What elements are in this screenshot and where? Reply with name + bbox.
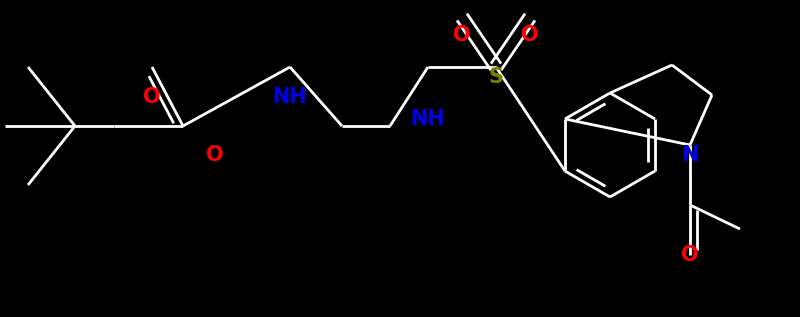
Text: S: S	[489, 67, 503, 87]
Text: O: O	[206, 145, 224, 165]
Text: O: O	[521, 25, 539, 45]
Text: O: O	[143, 87, 161, 107]
Text: NH: NH	[410, 109, 446, 129]
Text: O: O	[681, 245, 699, 265]
Text: N: N	[682, 145, 698, 165]
Text: NH: NH	[273, 87, 307, 107]
Text: O: O	[453, 25, 471, 45]
